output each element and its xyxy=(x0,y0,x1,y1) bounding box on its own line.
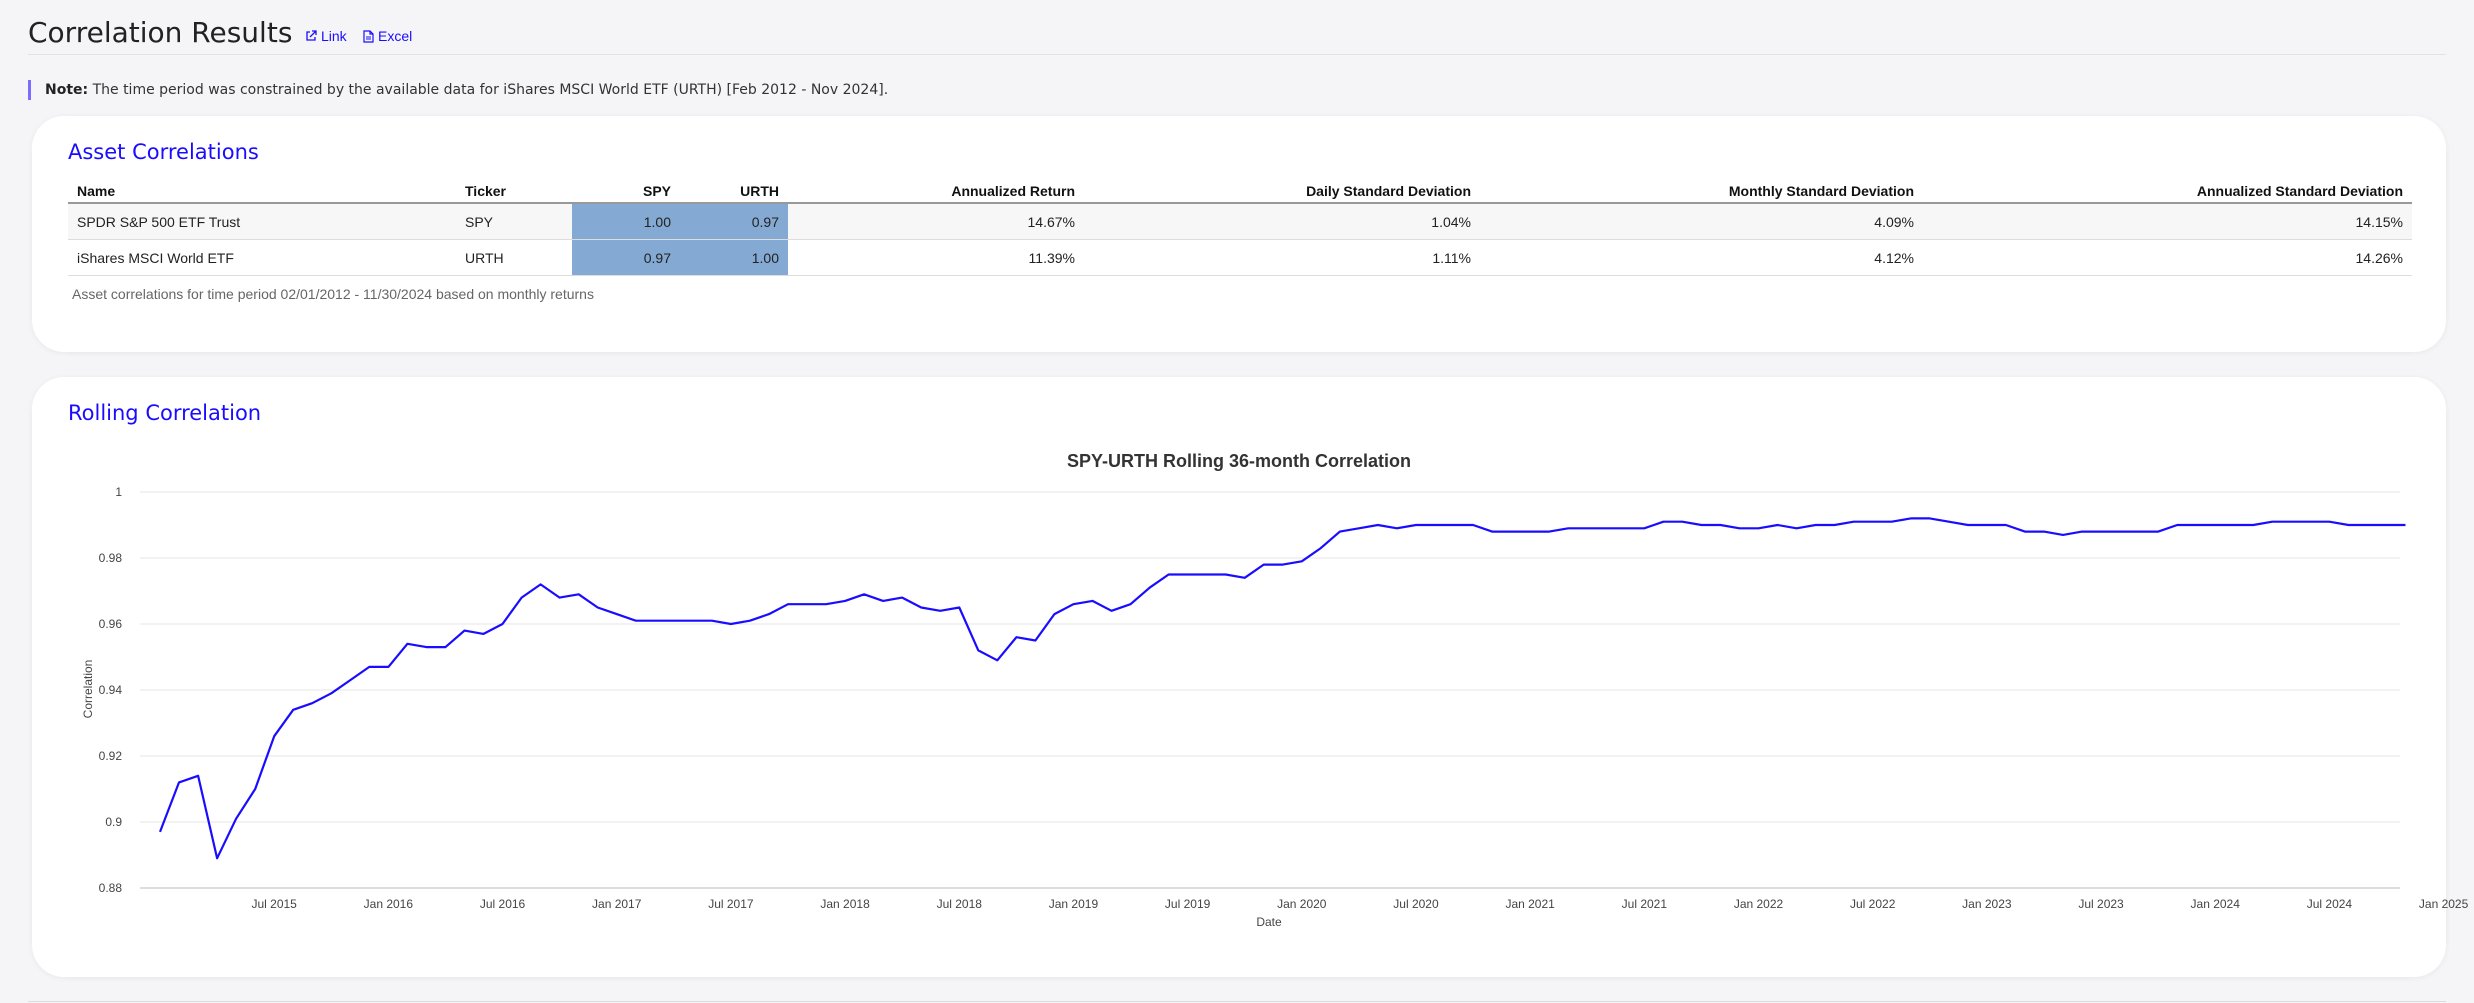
col-header-daily-std: Daily Standard Deviation xyxy=(1084,180,1480,204)
x-tick-label: Jul 2017 xyxy=(708,897,754,911)
x-tick-label: Jan 2016 xyxy=(364,897,414,911)
cell-annualized-std: 14.26% xyxy=(1923,239,2412,276)
cell-monthly-std: 4.12% xyxy=(1480,239,1923,276)
x-axis-label: Date xyxy=(1256,915,1282,929)
file-icon xyxy=(363,29,374,43)
note-text: The time period was constrained by the a… xyxy=(92,82,889,98)
cell-correlation: 0.97 xyxy=(680,203,788,240)
x-tick-label: Jul 2016 xyxy=(480,897,526,911)
x-tick-label: Jul 2020 xyxy=(1393,897,1439,911)
y-tick-label: 0.88 xyxy=(99,881,123,895)
y-tick-label: 0.92 xyxy=(99,749,123,763)
rolling-correlation-title: Rolling Correlation xyxy=(68,401,262,425)
col-header-ticker: Ticker xyxy=(456,180,572,204)
chart-title: SPY-URTH Rolling 36-month Correlation xyxy=(1067,451,1411,471)
table-caption: Asset correlations for time period 02/01… xyxy=(72,286,594,302)
col-header-urth: URTH xyxy=(680,180,788,204)
excel-label: Excel xyxy=(378,28,413,44)
x-tick-label: Jan 2018 xyxy=(820,897,870,911)
table-header-row: Name Ticker SPY URTH Annualized Return D… xyxy=(68,180,2412,204)
cell-annualized-return: 11.39% xyxy=(788,239,1084,276)
cell-ticker: URTH xyxy=(456,239,572,276)
x-tick-label: Jul 2023 xyxy=(2078,897,2124,911)
x-tick-label: Jan 2021 xyxy=(1505,897,1555,911)
y-tick-label: 0.94 xyxy=(99,683,123,697)
y-tick-label: 0.96 xyxy=(99,617,123,631)
x-tick-label: Jan 2023 xyxy=(1962,897,2012,911)
x-tick-label: Jan 2024 xyxy=(2191,897,2241,911)
y-tick-label: 1 xyxy=(115,485,122,499)
divider xyxy=(28,1001,2446,1002)
page-title: Correlation Results xyxy=(28,16,293,49)
y-tick-label: 0.98 xyxy=(99,551,123,565)
y-axis-label: Correlation xyxy=(81,660,95,719)
x-tick-label: Jul 2024 xyxy=(2307,897,2353,911)
note-label: Note: xyxy=(45,82,89,98)
cell-ticker: SPY xyxy=(456,203,572,240)
x-tick-label: Jul 2022 xyxy=(1850,897,1896,911)
cell-name: iShares MSCI World ETF xyxy=(68,239,456,276)
col-header-spy: SPY xyxy=(572,180,680,204)
col-header-annualized-std: Annualized Standard Deviation xyxy=(1923,180,2412,204)
cell-name: SPDR S&P 500 ETF Trust xyxy=(68,203,456,240)
col-header-name: Name xyxy=(68,180,456,204)
asset-correlations-title: Asset Correlations xyxy=(68,140,259,164)
link-label: Link xyxy=(321,28,347,44)
cell-correlation: 0.97 xyxy=(572,239,680,276)
cell-annualized-std: 14.15% xyxy=(1923,203,2412,240)
x-tick-label: Jul 2015 xyxy=(251,897,297,911)
table-row: iShares MSCI World ETF URTH 0.97 1.00 11… xyxy=(68,239,2412,276)
x-tick-label: Jan 2022 xyxy=(1734,897,1784,911)
cell-annualized-return: 14.67% xyxy=(788,203,1084,240)
cell-correlation: 1.00 xyxy=(680,239,788,276)
x-tick-label: Jan 2019 xyxy=(1049,897,1099,911)
cell-daily-std: 1.11% xyxy=(1084,239,1480,276)
cell-daily-std: 1.04% xyxy=(1084,203,1480,240)
y-tick-label: 0.9 xyxy=(105,815,122,829)
x-tick-label: Jan 2020 xyxy=(1277,897,1327,911)
col-header-annualized-return: Annualized Return xyxy=(788,180,1084,204)
col-header-monthly-std: Monthly Standard Deviation xyxy=(1480,180,1923,204)
cell-monthly-std: 4.09% xyxy=(1480,203,1923,240)
external-link-icon xyxy=(306,30,317,41)
x-tick-label: Jul 2019 xyxy=(1165,897,1211,911)
link-button[interactable]: Link xyxy=(305,28,347,44)
x-tick-label: Jan 2017 xyxy=(592,897,642,911)
cell-correlation: 1.00 xyxy=(572,203,680,240)
note: Note: The time period was constrained by… xyxy=(28,80,1845,100)
series-line xyxy=(158,517,2406,860)
rolling-correlation-card xyxy=(32,377,2446,977)
x-tick-label: Jul 2021 xyxy=(1622,897,1668,911)
page-header: Correlation Results Link Excel xyxy=(28,10,2446,55)
excel-button[interactable]: Excel xyxy=(363,28,412,44)
x-tick-label: Jul 2018 xyxy=(937,897,983,911)
x-tick-label: Jan 2025 xyxy=(2419,897,2469,911)
table-row: SPDR S&P 500 ETF Trust SPY 1.00 0.97 14.… xyxy=(68,203,2412,240)
correlation-table: Name Ticker SPY URTH Annualized Return D… xyxy=(68,180,2412,276)
